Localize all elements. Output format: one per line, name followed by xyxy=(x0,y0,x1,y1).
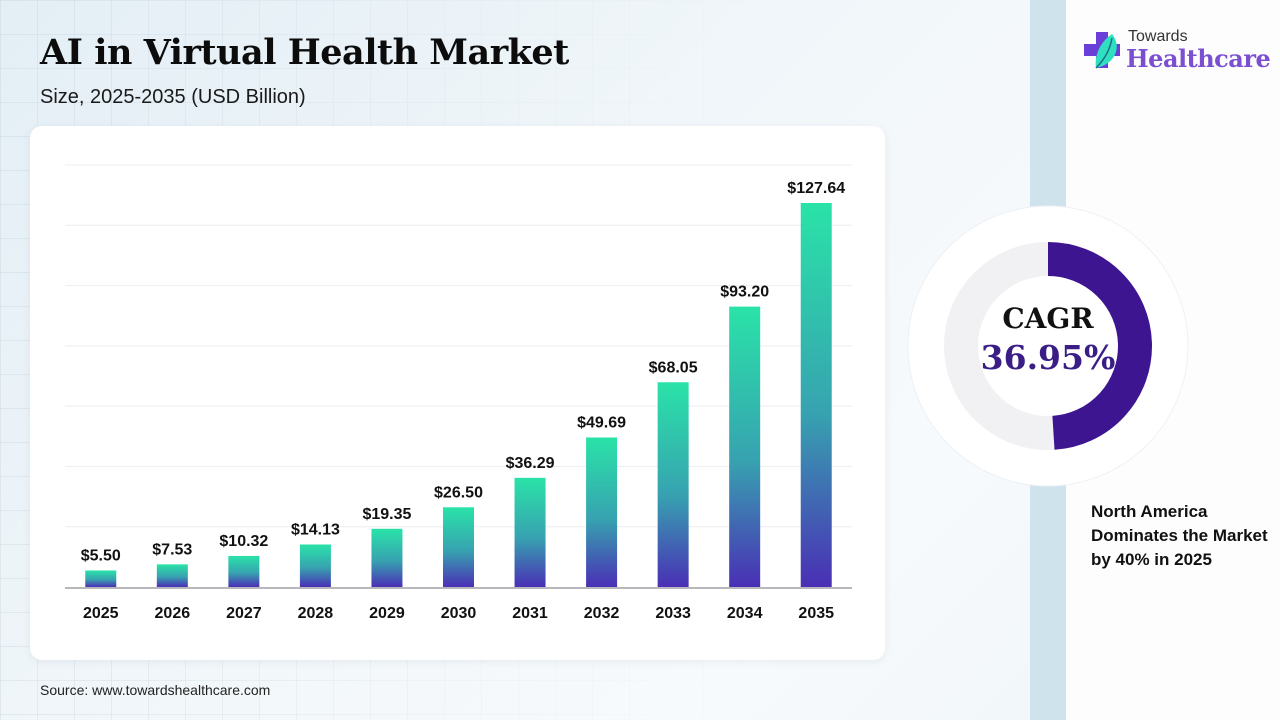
bar-2031 xyxy=(514,477,546,587)
x-tick-2033: 2033 xyxy=(655,605,691,622)
value-label-2028: $14.13 xyxy=(291,521,340,538)
x-tick-2035: 2035 xyxy=(798,605,834,622)
gauge-progress-arc xyxy=(1047,242,1152,450)
value-label-2033: $68.05 xyxy=(649,359,698,376)
bar-chart: $5.50 $7.53 $10.32 $14.13 $19.35 $26.50 $36.29… xyxy=(65,164,852,622)
x-tick-2031: 2031 xyxy=(512,605,548,622)
cagr-gauge xyxy=(907,205,1189,487)
bar-2034 xyxy=(729,306,761,587)
x-tick-2029: 2029 xyxy=(369,605,405,622)
x-tick-2025: 2025 xyxy=(83,605,119,622)
bar-2028 xyxy=(299,544,331,587)
bar-2032 xyxy=(586,437,618,587)
x-tick-2032: 2032 xyxy=(584,605,620,622)
bars xyxy=(85,203,832,587)
bar-2025 xyxy=(85,570,117,587)
bar-2033 xyxy=(657,382,689,587)
x-tick-2026: 2026 xyxy=(155,605,191,622)
value-label-2027: $10.32 xyxy=(219,533,268,550)
chart-card: $5.50 $7.53 $10.32 $14.13 $19.35 $26.50 $36.29… xyxy=(30,126,885,660)
bar-2029 xyxy=(371,528,403,587)
value-label-2035: $127.64 xyxy=(787,180,845,197)
value-label-2032: $49.69 xyxy=(577,415,626,432)
source-text: Source: www.towardshealthcare.com xyxy=(40,682,271,698)
bar-2027 xyxy=(228,555,260,587)
value-label-2026: $7.53 xyxy=(152,541,192,558)
value-label-2025: $5.50 xyxy=(81,547,121,564)
region-note: North America Dominates the Market by 40… xyxy=(1091,502,1268,569)
bar-2035 xyxy=(800,203,832,587)
x-tick-labels: 2025 2026 2027 2028 2029 2030 2031 2032 2033 2034… xyxy=(83,605,834,622)
page-subtitle: Size, 2025-2035 (USD Billion) xyxy=(40,86,306,108)
bar-2030 xyxy=(443,507,474,587)
brand-logo: Towards Healthcare xyxy=(1082,28,1271,78)
value-label-2030: $26.50 xyxy=(434,484,483,501)
x-tick-2027: 2027 xyxy=(226,605,262,622)
logo-text-healthcare: Healthcare xyxy=(1126,44,1271,73)
medical-cross-leaf-icon xyxy=(1084,32,1120,69)
page-title: AI in Virtual Health Market xyxy=(40,32,569,73)
value-labels: $5.50 $7.53 $10.32 $14.13 $19.35 $26.50 $36.29… xyxy=(81,180,845,564)
value-label-2029: $19.35 xyxy=(362,506,411,523)
cagr-label: CAGR xyxy=(1002,302,1094,335)
x-tick-2030: 2030 xyxy=(441,605,477,622)
x-tick-2034: 2034 xyxy=(727,605,763,622)
cagr-value: 36.95% xyxy=(980,338,1116,377)
bar-2026 xyxy=(156,564,188,587)
value-label-2034: $93.20 xyxy=(720,284,769,301)
x-tick-2028: 2028 xyxy=(298,605,334,622)
value-label-2031: $36.29 xyxy=(506,455,555,472)
logo-text-towards: Towards xyxy=(1128,28,1188,45)
